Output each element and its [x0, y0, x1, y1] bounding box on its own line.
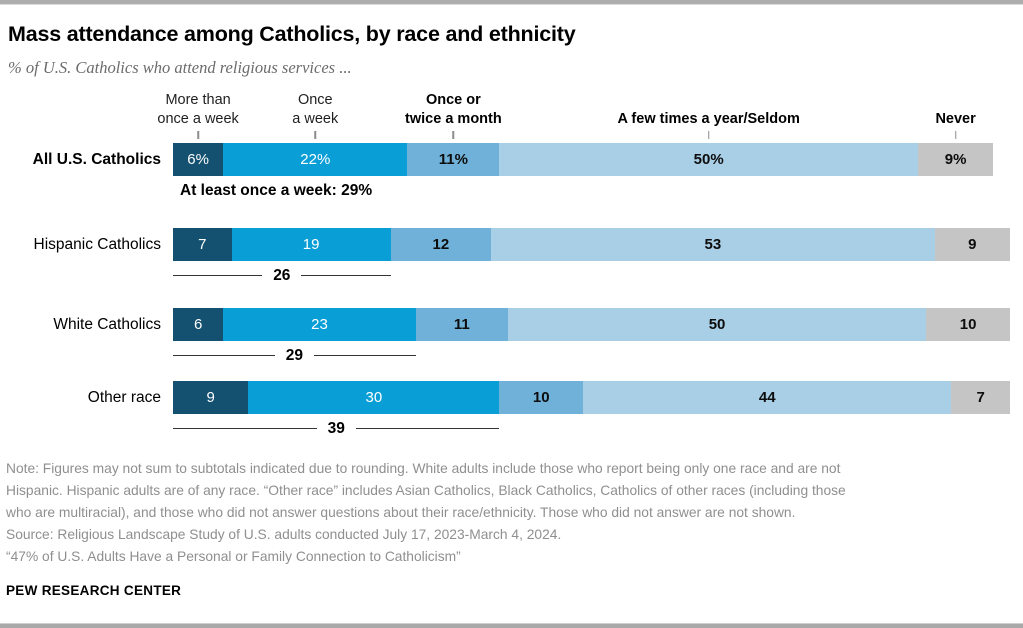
bar-segment: 53	[491, 228, 935, 261]
subtotal-line	[313, 355, 416, 356]
bar-segment: 6	[173, 308, 224, 341]
bar-value-label: 9%	[944, 151, 967, 168]
bar-value-label: 22%	[300, 151, 331, 168]
bar-value-label: 53	[704, 236, 722, 253]
note-line: Hispanic. Hispanic adults are of any rac…	[6, 483, 846, 498]
bar-value-label: 30	[365, 389, 383, 406]
bar-segment: 50%	[499, 143, 918, 176]
subtotal-line	[355, 428, 500, 429]
bar-segment: 22%	[223, 143, 408, 176]
bar-segment: 30	[248, 381, 500, 414]
subtotal-bracket: 29	[173, 345, 416, 366]
bar-segment: 9	[173, 381, 249, 414]
subtotal-bracket: 39	[173, 418, 500, 439]
column-header-tick	[954, 131, 957, 139]
row-annotation: At least once a week: 29%	[180, 182, 373, 199]
brand-footer: PEW RESEARCH CENTER	[6, 583, 182, 598]
bar-value-label: 11%	[438, 151, 468, 168]
bar-segment: 10	[499, 381, 584, 414]
bar-segment: 12	[390, 228, 492, 261]
bar-value-label: 50	[708, 316, 726, 333]
column-header: More than once a week	[157, 92, 239, 127]
subtotal-line	[173, 275, 263, 276]
bar-segment: 11%	[407, 143, 500, 176]
column-header: Never	[935, 111, 976, 127]
bar-value-label: 9	[206, 389, 215, 406]
row-label: White Catholics	[53, 315, 161, 333]
bar-segment: 6%	[173, 143, 224, 176]
note-line: Note: Figures may not sum to subtotals i…	[6, 461, 841, 476]
bar-value-label: 10	[532, 389, 550, 406]
source-line: Source: Religious Landscape Study of U.S…	[6, 527, 562, 542]
report-title-line: “47% of U.S. Adults Have a Personal or F…	[6, 549, 461, 564]
column-header-tick	[452, 131, 455, 139]
subtotal-line	[173, 428, 317, 429]
bar-value-label: 10	[959, 316, 977, 333]
window-bottom-edge	[0, 623, 1023, 628]
subtotal-value: 26	[273, 266, 291, 284]
column-header: A few times a year/Seldom	[617, 111, 800, 127]
bar-value-label: 50%	[693, 151, 724, 168]
note-line: who are multiracial), and those who did …	[6, 505, 796, 520]
bar-value-label: 7	[976, 389, 985, 406]
column-header-tick	[197, 131, 199, 139]
bar-value-label: 11	[453, 316, 470, 333]
column-header-tick	[707, 131, 710, 139]
bar-value-label: 9	[968, 236, 977, 253]
subtotal-bracket: 26	[173, 265, 391, 286]
bar-value-label: 44	[758, 389, 776, 406]
bar-segment: 7	[173, 228, 232, 261]
chart-title: Mass attendance among Catholics, by race…	[8, 22, 576, 46]
subtotal-line	[173, 355, 275, 356]
chart-subtitle: % of U.S. Catholics who attend religious…	[8, 58, 352, 77]
bar-value-label: 6	[193, 316, 203, 333]
bar-segment: 50	[507, 308, 927, 341]
stacked-bar-chart: More than once a week Once a week Once or …	[0, 83, 1023, 451]
bar-value-label: 23	[311, 316, 328, 333]
subtotal-line	[301, 275, 391, 276]
page: Mass attendance among Catholics, by race…	[0, 5, 1023, 598]
bar-segment: 9%	[917, 143, 994, 176]
bar-segment: 9	[934, 228, 1010, 261]
bar-segment: 19	[231, 228, 391, 261]
subtotal-value: 39	[327, 419, 345, 437]
bar-segment: 23	[223, 308, 416, 341]
column-header: Once or twice a month	[405, 92, 502, 127]
row-label: All U.S. Catholics	[32, 150, 161, 168]
notes-block: Note: Figures may not sum to subtotals i…	[6, 458, 1011, 568]
bar-segment: 10	[926, 308, 1010, 341]
bar-segment: 44	[583, 381, 952, 414]
row-label: Other race	[87, 388, 161, 406]
bar-segment: 7	[951, 381, 1010, 414]
row-label: Hispanic Catholics	[33, 235, 162, 253]
subtotal-value: 29	[285, 346, 303, 364]
column-header-tick	[314, 131, 317, 139]
bar-value-label: 7	[198, 236, 207, 253]
bar-value-label: 12	[432, 236, 450, 253]
bar-value-label: 6%	[187, 151, 209, 168]
bar-segment: 11	[415, 308, 508, 341]
window-top-edge	[0, 0, 1023, 5]
bar-value-label: 19	[302, 236, 320, 253]
column-header: Once a week	[292, 92, 339, 127]
